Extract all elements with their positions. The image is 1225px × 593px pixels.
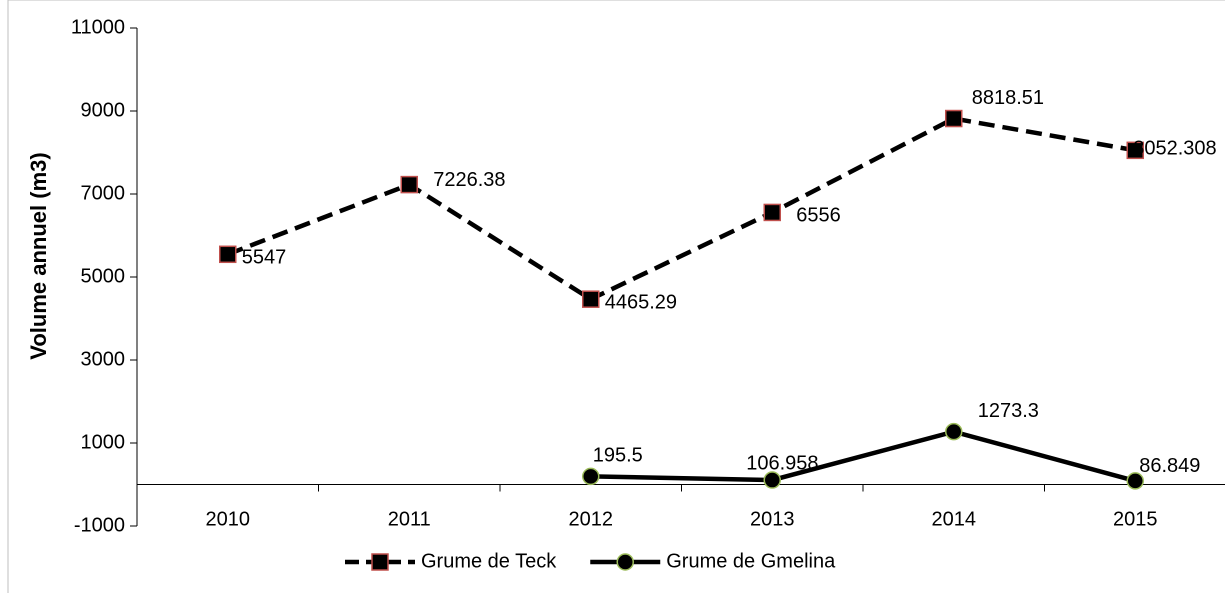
- marker: [763, 471, 781, 489]
- marker: [1126, 472, 1144, 490]
- x-tick-label: 2012: [569, 508, 614, 530]
- legend-label: Grume de Teck: [421, 550, 557, 572]
- y-tick-label: 9000: [81, 99, 126, 121]
- y-tick-label: 3000: [81, 348, 126, 370]
- legend-label: Grume de Gmelina: [666, 550, 836, 572]
- marker: [945, 422, 963, 441]
- data-label: 195.5: [593, 445, 643, 467]
- marker: [582, 467, 600, 486]
- y-tick-label: -1000: [74, 514, 125, 536]
- data-label: 7226.38: [433, 169, 505, 191]
- y-axis-label: Volume annuel (m3): [26, 152, 51, 359]
- marker: [945, 109, 963, 128]
- x-tick-label: 2014: [932, 508, 977, 530]
- y-tick-label: 7000: [81, 182, 126, 204]
- marker: [219, 245, 237, 264]
- data-label: 4465.29: [605, 291, 677, 313]
- marker: [400, 175, 418, 194]
- x-tick-label: 2015: [1113, 508, 1158, 530]
- x-tick-label: 2013: [750, 508, 795, 530]
- data-label: 5547: [242, 247, 287, 269]
- chart-border: [7, 0, 1225, 593]
- data-label: 86.849: [1139, 455, 1200, 477]
- series-line: [590, 429, 1136, 484]
- data-label: 8818.51: [972, 87, 1044, 109]
- x-tick-label: 2011: [388, 508, 431, 530]
- marker: [763, 203, 781, 222]
- y-tick-label: 11000: [71, 16, 125, 38]
- marker: [1126, 141, 1144, 160]
- legend-marker: [371, 553, 389, 571]
- x-tick-label: 2010: [206, 508, 251, 530]
- y-tick-label: 1000: [81, 431, 126, 453]
- series-line: [226, 116, 1136, 302]
- data-label: 106.958: [746, 452, 818, 474]
- data-label: 8052.308: [1133, 138, 1216, 160]
- data-label: 6556: [796, 205, 841, 227]
- data-label: 1273.3: [978, 400, 1039, 422]
- marker: [582, 290, 600, 308]
- legend-marker: [616, 553, 634, 571]
- y-tick-label: 5000: [81, 265, 126, 287]
